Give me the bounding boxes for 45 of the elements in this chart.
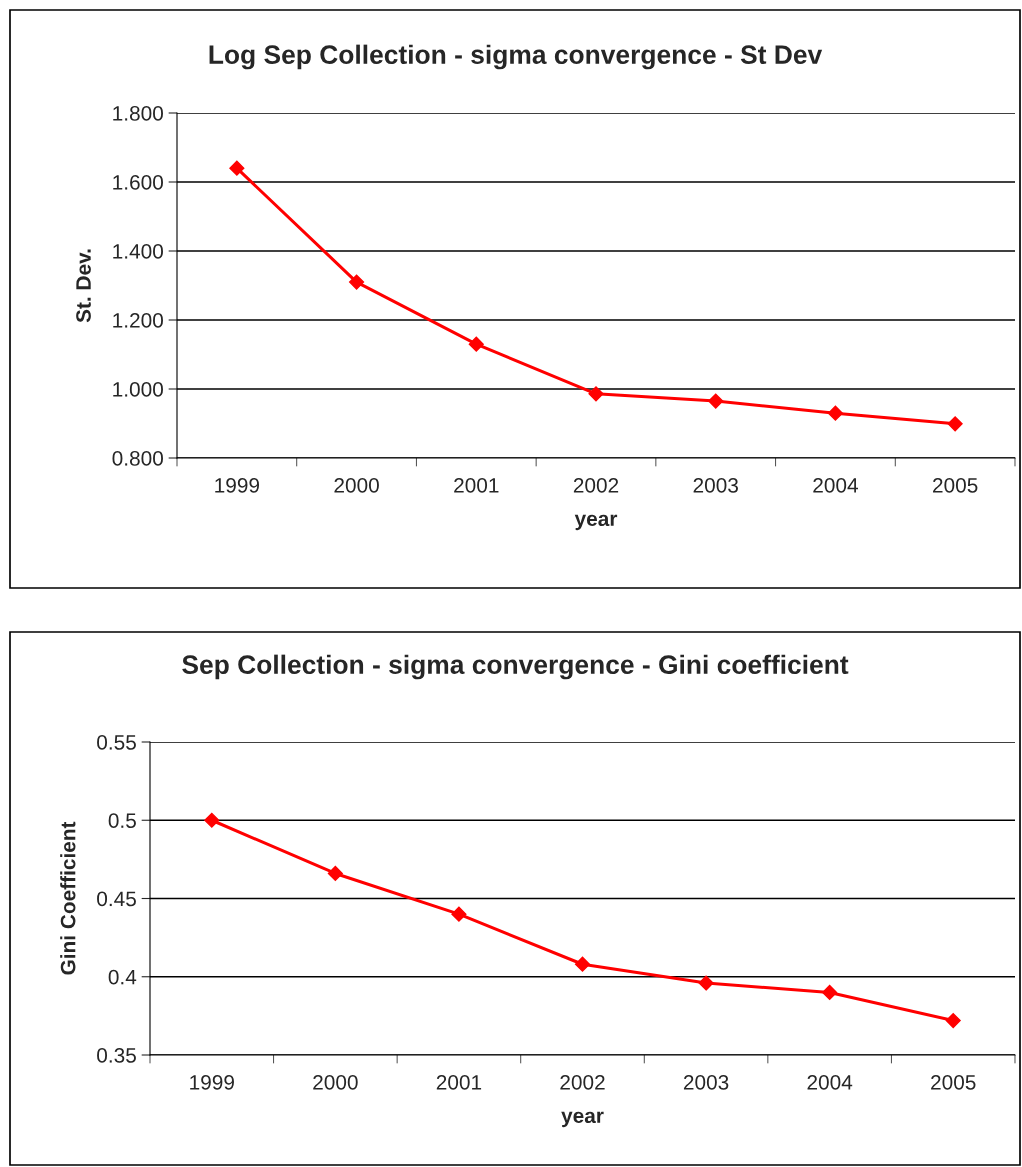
y-tick-label: 1.600: [113, 175, 163, 190]
x-tick-label: 2000: [334, 477, 379, 493]
y-tick-label: 0.55: [97, 735, 136, 750]
point: [822, 984, 838, 1000]
y-axis-title: Gini Coefficient: [60, 821, 76, 975]
x-tick-label: 2005: [931, 1074, 976, 1090]
x-tick-label: 2002: [560, 1074, 605, 1090]
point: [947, 416, 963, 432]
y-tick-label: 0.800: [112, 451, 163, 466]
point: [574, 956, 591, 972]
point: [229, 160, 245, 176]
x-tick-label: 2004: [807, 1074, 853, 1090]
y-tick-label: 1.200: [113, 313, 163, 328]
y-tick-label: 1.400: [113, 244, 163, 259]
y-tick-label: 1.800: [113, 106, 163, 121]
point: [349, 274, 365, 290]
x-tick-label: 2003: [683, 1074, 729, 1090]
x-axis-title: year: [561, 1111, 604, 1128]
point: [588, 386, 604, 402]
y-tick-label: 1.000: [113, 382, 163, 397]
point: [698, 975, 714, 991]
x-tick-label: 2001: [436, 1074, 482, 1090]
x-tick-label: 2004: [813, 477, 858, 493]
y-tick-label: 0.5: [108, 813, 136, 828]
x-tick-label: 2001: [454, 477, 499, 493]
x-tick-label: 2003: [693, 477, 738, 493]
point: [945, 1012, 961, 1029]
y-tick-label: 0.4: [108, 969, 137, 985]
x-tick-label: 2000: [313, 1074, 358, 1090]
point: [468, 336, 484, 352]
x-axis-title: year: [574, 514, 618, 531]
x-tick-label: 1999: [190, 1074, 234, 1090]
x-tick-label: 1999: [215, 477, 260, 493]
point: [204, 812, 220, 828]
chart-title: Log Sep Collection - sigma convergence - St Dev: [209, 44, 823, 70]
point: [451, 906, 467, 922]
y-axis-title: St. Dev.: [76, 249, 91, 323]
y-tick-label: 0.45: [97, 891, 136, 907]
point: [708, 393, 724, 409]
x-tick-label: 2002: [573, 477, 619, 493]
chart-title: Sep Collection - sigma convergence - Gini coefficient: [182, 654, 849, 680]
point: [327, 865, 343, 882]
y-tick-label: 0.35: [97, 1048, 136, 1063]
point: [827, 405, 843, 421]
x-tick-label: 2005: [933, 477, 978, 493]
